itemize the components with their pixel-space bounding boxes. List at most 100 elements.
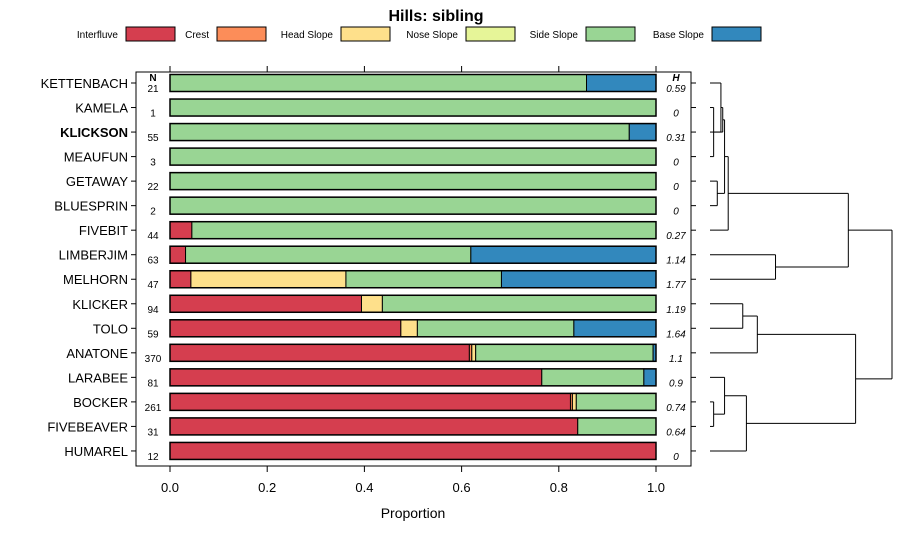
bar-segment-head-slope xyxy=(360,294,383,313)
n-value: 261 xyxy=(145,403,162,414)
h-value: 0.74 xyxy=(666,403,686,414)
h-value: 1.1 xyxy=(669,354,683,365)
bar-segment-side-slope xyxy=(169,196,657,215)
row-tolo: TOLO 59 1.64 xyxy=(93,319,696,340)
plot-frame xyxy=(135,71,692,467)
bar-segment-side-slope xyxy=(541,368,645,387)
bar-segment-interfluve xyxy=(169,221,193,240)
category-label: ANATONE xyxy=(66,346,128,361)
row-fivebeaver: FIVEBEAVER 31 0.64 xyxy=(47,417,696,438)
row-humarel: HUMAREL 12 0 xyxy=(64,441,696,463)
category-label: KETTENBACH xyxy=(41,76,128,91)
bar-segment-side-slope xyxy=(475,343,654,362)
n-value: 1 xyxy=(150,109,156,120)
n-value: 59 xyxy=(147,329,159,340)
row-larabee: LARABEE 81 0.9 xyxy=(68,368,696,389)
n-value: 21 xyxy=(147,84,159,95)
category-label: MELHORN xyxy=(63,272,128,287)
legend-swatch-base-slope xyxy=(711,26,762,42)
bar-outline xyxy=(169,147,657,166)
x-tick-label: 0.8 xyxy=(550,480,568,495)
n-value: 370 xyxy=(145,354,162,365)
dendrogram-merge xyxy=(710,254,777,280)
h-value: 0 xyxy=(673,182,679,193)
row-kamela: KAMELA 1 0 xyxy=(75,98,696,120)
category-label: KLICKER xyxy=(72,297,128,312)
row-bluesprin: BLUESPRIN 2 0 xyxy=(54,196,696,218)
row-anatone: ANATONE 370 1.1 xyxy=(66,343,696,365)
legend-label-base-slope: Base Slope xyxy=(653,30,705,41)
n-value: 81 xyxy=(147,378,159,389)
x-axis: 0.0 0.2 0.4 0.6 0.8 1.0 xyxy=(161,66,665,495)
n-value: 12 xyxy=(147,452,159,463)
bar-outline xyxy=(169,343,657,363)
bar-rows: KETTENBACH 21 0.59 KAMELA 1 0 KLICKSON 55 0.31 ME… xyxy=(41,73,696,463)
category-label: GETAWAY xyxy=(66,174,128,189)
bar-segment-head-slope xyxy=(400,319,418,338)
legend-label-head-slope: Head Slope xyxy=(281,30,334,41)
bar-segment-interfluve xyxy=(169,294,362,313)
bar-outline xyxy=(169,98,657,117)
dendrogram-merge xyxy=(710,315,758,354)
dendrogram-merge xyxy=(848,229,893,380)
legend-swatch-interfluve xyxy=(125,26,176,42)
bar-segment-interfluve xyxy=(169,245,187,264)
bar-segment-base-slope xyxy=(573,319,657,338)
h-value: 0.59 xyxy=(666,84,686,95)
h-value: 0.64 xyxy=(666,427,686,438)
h-value: 0 xyxy=(673,452,679,463)
row-kettenbach: KETTENBACH 21 0.59 xyxy=(41,73,696,95)
h-value: 1.64 xyxy=(666,329,686,340)
x-tick-label: 0.2 xyxy=(258,480,276,495)
bar-segment-head-slope xyxy=(471,343,477,362)
h-value: 0.31 xyxy=(666,133,685,144)
row-meaufun: MEAUFUN 3 0 xyxy=(64,147,696,169)
bar-segment-side-slope xyxy=(185,245,472,264)
row-klickson: KLICKSON 55 0.31 xyxy=(60,122,696,144)
n-value: 31 xyxy=(147,427,159,438)
legend: Interfluve Crest Head Slope Nose Slope Side … xyxy=(77,26,762,42)
category-label: FIVEBIT xyxy=(79,223,128,238)
bar-segment-base-slope xyxy=(628,123,657,142)
bar-outline xyxy=(169,441,657,461)
bar-segment-side-slope xyxy=(345,270,502,289)
bar-segment-interfluve xyxy=(169,417,579,436)
bar-segment-side-slope xyxy=(169,147,657,166)
bar-outline xyxy=(169,269,657,289)
x-axis-label: Proportion xyxy=(381,505,446,521)
legend-swatch-nose-slope xyxy=(465,26,516,42)
x-tick-label: 0.0 xyxy=(161,480,179,495)
legend-swatch-crest xyxy=(216,26,267,42)
n-value: 3 xyxy=(150,158,156,169)
bar-outline xyxy=(169,417,657,436)
n-value: 44 xyxy=(147,231,159,242)
dendrogram-merge xyxy=(710,303,744,329)
legend-swatch-side-slope xyxy=(585,26,636,42)
bar-segment-side-slope xyxy=(416,319,575,338)
bar-segment-head-slope xyxy=(571,392,577,411)
h-value: 0 xyxy=(673,109,679,120)
dendrogram-merge xyxy=(710,180,718,207)
h-value: 1.19 xyxy=(666,305,686,316)
dendrogram-merge xyxy=(710,376,726,415)
h-value: 1.77 xyxy=(666,280,686,291)
bar-segment-interfluve xyxy=(169,319,402,338)
bar-segment-side-slope xyxy=(577,417,657,436)
bar-segment-base-slope xyxy=(470,245,657,264)
bar-segment-base-slope xyxy=(500,270,657,289)
x-tick-label: 1.0 xyxy=(647,480,665,495)
row-klicker: KLICKER 94 1.19 xyxy=(72,294,696,316)
bar-segment-base-slope xyxy=(643,368,657,387)
row-bocker: BOCKER 261 0.74 xyxy=(73,392,696,414)
category-label: LIMBERJIM xyxy=(59,248,128,263)
bar-segment-side-slope xyxy=(169,123,630,142)
bar-outline xyxy=(169,294,657,314)
dendrogram xyxy=(710,82,893,452)
bar-segment-side-slope xyxy=(169,98,657,117)
h-value: 0 xyxy=(673,158,679,169)
h-value: 0.9 xyxy=(669,378,683,389)
h-column-header: H xyxy=(672,73,680,84)
dendrogram-merge xyxy=(710,395,747,452)
bar-segment-interfluve xyxy=(169,343,470,362)
